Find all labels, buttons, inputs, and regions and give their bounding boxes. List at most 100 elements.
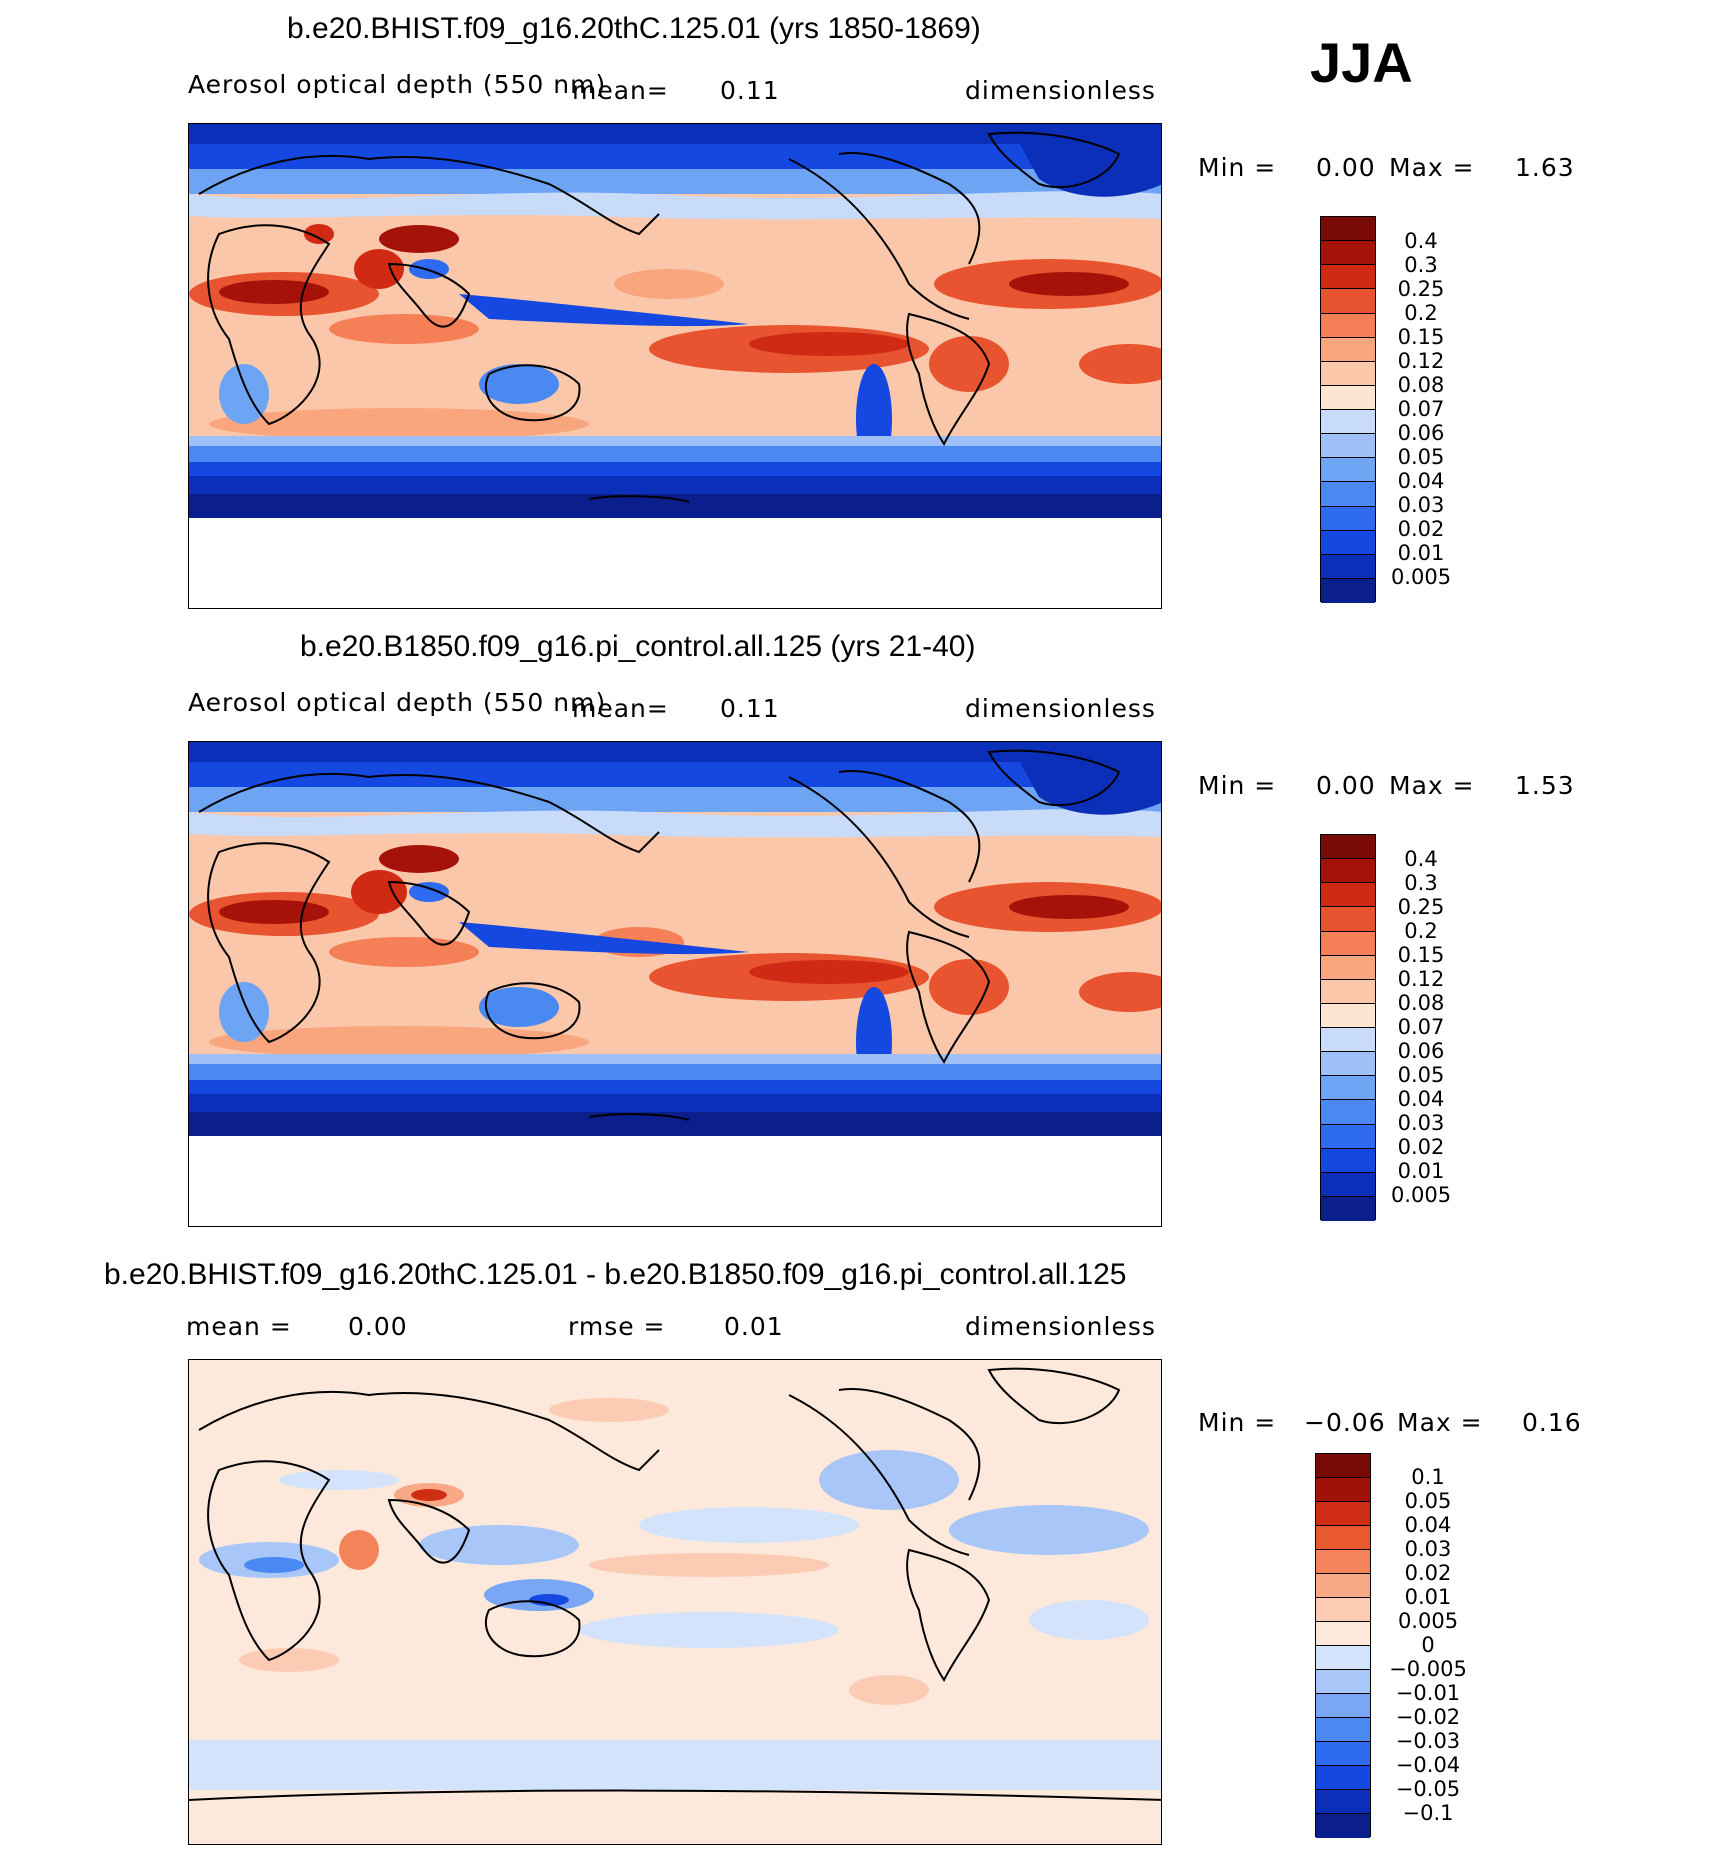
colorbar-label: −0.03 — [1395, 1729, 1461, 1753]
panel3-map-svg — [189, 1360, 1161, 1844]
panel1-colorbar-swatch — [1321, 217, 1375, 242]
panel1-min-value: 0.00 — [1316, 153, 1376, 182]
colorbar-label: 0.25 — [1397, 277, 1445, 301]
panel1-colorbar-swatch — [1321, 506, 1375, 531]
panel2-colorbar-swatch — [1321, 1172, 1375, 1197]
panel2-variable-label: Aerosol optical depth (550 nm) — [188, 688, 607, 717]
colorbar-label: 0.02 — [1397, 517, 1445, 541]
panel2-colorbar-swatch — [1321, 1076, 1375, 1101]
colorbar-label: 0.005 — [1397, 1609, 1459, 1633]
colorbar-label: 0.005 — [1390, 565, 1452, 589]
panel3-max-label: Max = — [1397, 1408, 1483, 1437]
panel1-mean-value: 0.11 — [720, 76, 780, 105]
colorbar-label: 0.15 — [1397, 943, 1445, 967]
season-label: JJA — [1310, 31, 1413, 94]
colorbar-label: −0.1 — [1402, 1801, 1454, 1825]
panel1-colorbar-swatch — [1321, 482, 1375, 507]
colorbar-label: 0.04 — [1404, 1513, 1452, 1537]
panel3-colorbar-swatch — [1316, 1718, 1370, 1742]
colorbar-label: 0.05 — [1404, 1489, 1452, 1513]
panel2-colorbar-swatch — [1321, 1124, 1375, 1149]
panel1-colorbar-swatch — [1321, 530, 1375, 555]
panel3-colorbar-swatch — [1316, 1598, 1370, 1622]
colorbar-label: −0.04 — [1395, 1753, 1461, 1777]
panel2-colorbar-swatch — [1321, 907, 1375, 932]
panel2-colorbar-swatch — [1321, 931, 1375, 956]
panel1-colorbar-swatch — [1321, 289, 1375, 314]
colorbar-label: 0.05 — [1397, 445, 1445, 469]
panel2-units: dimensionless — [965, 694, 1156, 723]
panel3-min-label: Min = — [1198, 1408, 1277, 1437]
panel3-colorbar-swatch — [1316, 1646, 1370, 1670]
colorbar-label: −0.05 — [1395, 1777, 1461, 1801]
colorbar-label: 0.03 — [1404, 1537, 1452, 1561]
colorbar-label: 0.3 — [1404, 871, 1438, 895]
panel3-units: dimensionless — [965, 1312, 1156, 1341]
panel3-map — [188, 1359, 1162, 1845]
panel3-min-value: −0.06 — [1304, 1408, 1386, 1437]
colorbar-label: 0.12 — [1397, 349, 1445, 373]
panel3-colorbar-swatch — [1316, 1766, 1370, 1790]
panel3-colorbar-swatch — [1316, 1454, 1370, 1478]
colorbar-label: 0.2 — [1404, 301, 1438, 325]
panel3-rmse-label: rmse = — [568, 1312, 666, 1341]
panel3-colorbar-swatch — [1316, 1790, 1370, 1814]
colorbar-label: 0.3 — [1404, 253, 1438, 277]
panel2-max-value: 1.53 — [1515, 771, 1575, 800]
panel1-colorbar-swatch — [1321, 265, 1375, 290]
colorbar-label: 0.4 — [1404, 229, 1438, 253]
panel2-min-value: 0.00 — [1316, 771, 1376, 800]
panel1-colorbar-swatch — [1321, 434, 1375, 459]
colorbar-label: −0.01 — [1395, 1681, 1461, 1705]
panel1-colorbar-swatch — [1321, 241, 1375, 266]
colorbar-label: −0.005 — [1389, 1657, 1467, 1681]
colorbar-label: 0.2 — [1404, 919, 1438, 943]
panel2-colorbar-swatch — [1321, 1052, 1375, 1077]
panel1-units: dimensionless — [965, 76, 1156, 105]
panel1-map-svg — [189, 124, 1161, 608]
colorbar-label: 0.04 — [1397, 469, 1445, 493]
panel2-max-label: Max = — [1389, 771, 1475, 800]
colorbar-label: 0.03 — [1397, 1111, 1445, 1135]
panel3-rmse-value: 0.01 — [724, 1312, 784, 1341]
colorbar-label: 0.15 — [1397, 325, 1445, 349]
colorbar-label: 0.03 — [1397, 493, 1445, 517]
panel1-title: b.e20.BHIST.f09_g16.20thC.125.01 (yrs 18… — [287, 12, 981, 45]
colorbar-label: 0.05 — [1397, 1063, 1445, 1087]
colorbar-label: 0.1 — [1411, 1465, 1445, 1489]
colorbar-label: 0.25 — [1397, 895, 1445, 919]
colorbar-label: 0.02 — [1397, 1135, 1445, 1159]
colorbar-label: 0.01 — [1404, 1585, 1452, 1609]
panel1-colorbar-swatch — [1321, 410, 1375, 435]
panel1-colorbar-swatch — [1321, 313, 1375, 338]
panel2-colorbar-swatch — [1321, 1003, 1375, 1028]
panel2-colorbar-swatch — [1321, 979, 1375, 1004]
panel1-max-value: 1.63 — [1515, 153, 1575, 182]
panel3-colorbar-swatch — [1316, 1550, 1370, 1574]
panel3-colorbar-swatch — [1316, 1742, 1370, 1766]
panel2-colorbar-swatch — [1321, 835, 1375, 860]
colorbar-label: 0.12 — [1397, 967, 1445, 991]
panel2-min-label: Min = — [1198, 771, 1277, 800]
panel3-colorbar-swatch — [1316, 1622, 1370, 1646]
panel3-colorbar-swatch — [1316, 1814, 1370, 1838]
panel3-colorbar-swatch — [1316, 1670, 1370, 1694]
panel1-variable-label: Aerosol optical depth (550 nm) — [188, 70, 607, 99]
panel2-mean-label: mean= — [572, 694, 669, 723]
panel2-colorbar-swatch — [1321, 1196, 1375, 1221]
panel2-title: b.e20.B1850.f09_g16.pi_control.all.125 (… — [300, 630, 976, 663]
colorbar-label: 0.4 — [1404, 847, 1438, 871]
colorbar-label: 0.06 — [1397, 1039, 1445, 1063]
panel1-colorbar-swatch — [1321, 385, 1375, 410]
panel1-mean-label: mean= — [572, 76, 669, 105]
panel3-colorbar-swatch — [1316, 1502, 1370, 1526]
panel2-colorbar — [1320, 834, 1376, 1221]
panel1-colorbar-swatch — [1321, 458, 1375, 483]
panel3-colorbar — [1315, 1453, 1371, 1838]
panel2-map — [188, 741, 1162, 1227]
panel1-colorbar-swatch — [1321, 554, 1375, 579]
panel1-colorbar-swatch — [1321, 361, 1375, 386]
panel2-colorbar-swatch — [1321, 859, 1375, 884]
panel3-mean-label: mean = — [186, 1312, 292, 1341]
panel2-colorbar-swatch — [1321, 1148, 1375, 1173]
